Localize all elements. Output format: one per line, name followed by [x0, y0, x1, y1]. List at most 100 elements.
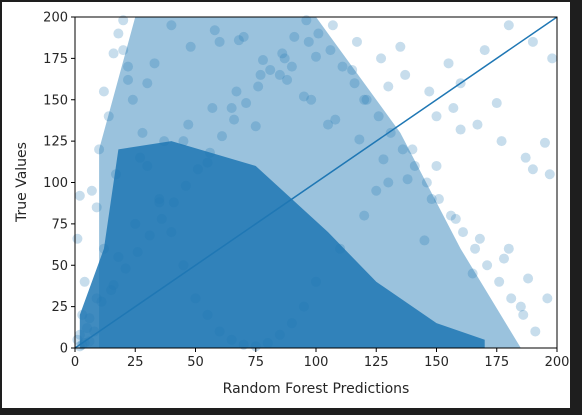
data-point — [113, 28, 124, 39]
data-point — [192, 164, 203, 175]
data-point — [142, 78, 153, 89]
data-point — [207, 103, 218, 114]
data-point — [156, 213, 167, 224]
dense-point-region — [79, 141, 485, 348]
data-point — [455, 124, 466, 135]
data-point — [118, 15, 129, 26]
y-tick-label: 175 — [43, 52, 68, 67]
data-point — [238, 31, 249, 42]
data-point — [214, 326, 225, 337]
data-point — [253, 81, 264, 92]
data-point — [130, 218, 141, 229]
data-point — [154, 194, 165, 205]
x-axis-label: Random Forest Predictions — [223, 381, 410, 397]
data-point — [74, 329, 85, 340]
x-tick-label: 200 — [545, 355, 570, 370]
y-tick-label: 100 — [43, 176, 68, 191]
y-tick-label: 0 — [60, 342, 68, 357]
data-point — [282, 74, 293, 85]
data-point — [91, 293, 102, 304]
data-point — [149, 58, 160, 69]
data-point — [94, 144, 105, 155]
data-point — [472, 119, 483, 130]
data-point — [383, 177, 394, 188]
data-point — [407, 144, 418, 155]
data-point — [474, 233, 485, 244]
data-point — [515, 301, 526, 312]
data-point — [527, 36, 538, 47]
data-point — [120, 263, 131, 274]
data-point — [409, 160, 420, 171]
data-point — [539, 137, 550, 148]
data-point — [443, 58, 454, 69]
data-point — [185, 41, 196, 52]
data-point — [431, 111, 442, 122]
data-point — [265, 64, 276, 75]
data-point — [77, 309, 88, 320]
y-tick-label: 125 — [43, 135, 68, 150]
data-point — [402, 174, 413, 185]
data-point — [106, 285, 117, 296]
y-tick-label: 50 — [51, 259, 68, 274]
data-point — [448, 103, 459, 114]
data-point — [306, 94, 317, 105]
data-point — [298, 301, 309, 312]
data-point — [202, 309, 213, 320]
data-point — [279, 53, 290, 64]
data-point — [523, 273, 534, 284]
data-point — [494, 276, 505, 287]
data-points — [72, 15, 558, 352]
data-point — [303, 36, 314, 47]
data-point — [301, 15, 312, 26]
data-point — [347, 64, 358, 75]
data-point — [298, 91, 309, 102]
data-point — [518, 309, 529, 320]
data-point — [491, 98, 502, 109]
x-tick-label: 100 — [304, 355, 329, 370]
data-point — [431, 160, 442, 171]
data-point — [108, 280, 119, 291]
data-point — [325, 45, 336, 56]
data-point — [98, 86, 109, 97]
y-tick-label: 150 — [43, 93, 68, 108]
data-point — [458, 227, 469, 238]
data-point — [311, 276, 321, 287]
data-point — [286, 61, 297, 72]
data-point — [241, 98, 252, 109]
y-tick-label: 200 — [43, 11, 68, 26]
data-point — [154, 197, 165, 208]
data-point — [286, 318, 297, 329]
data-point — [496, 136, 507, 147]
data-point — [214, 36, 225, 47]
data-point — [323, 119, 334, 130]
data-point — [349, 78, 360, 89]
data-point — [159, 136, 170, 147]
data-point — [482, 260, 493, 271]
data-point — [217, 131, 228, 142]
data-point — [209, 25, 220, 36]
data-point — [498, 253, 509, 264]
data-point — [226, 334, 237, 345]
data-point — [178, 260, 189, 271]
data-point — [74, 190, 85, 201]
data-point — [229, 114, 240, 125]
data-point — [144, 230, 155, 241]
data-point — [450, 213, 461, 224]
data-point — [383, 81, 394, 92]
data-point — [257, 55, 268, 66]
x-tick-label: 25 — [127, 355, 144, 370]
data-point — [395, 41, 406, 52]
data-point — [426, 194, 437, 205]
data-point — [330, 114, 341, 125]
y-axis-ticks: 0 25 50 75 100 125 150 175 200 — [43, 11, 75, 357]
data-point — [274, 329, 285, 340]
data-point — [233, 35, 244, 46]
data-point — [250, 121, 261, 132]
data-point — [520, 152, 531, 163]
data-point — [542, 293, 553, 304]
data-point — [506, 293, 517, 304]
x-tick-label: 0 — [71, 355, 79, 370]
data-point — [433, 194, 444, 205]
data-point — [226, 103, 237, 114]
